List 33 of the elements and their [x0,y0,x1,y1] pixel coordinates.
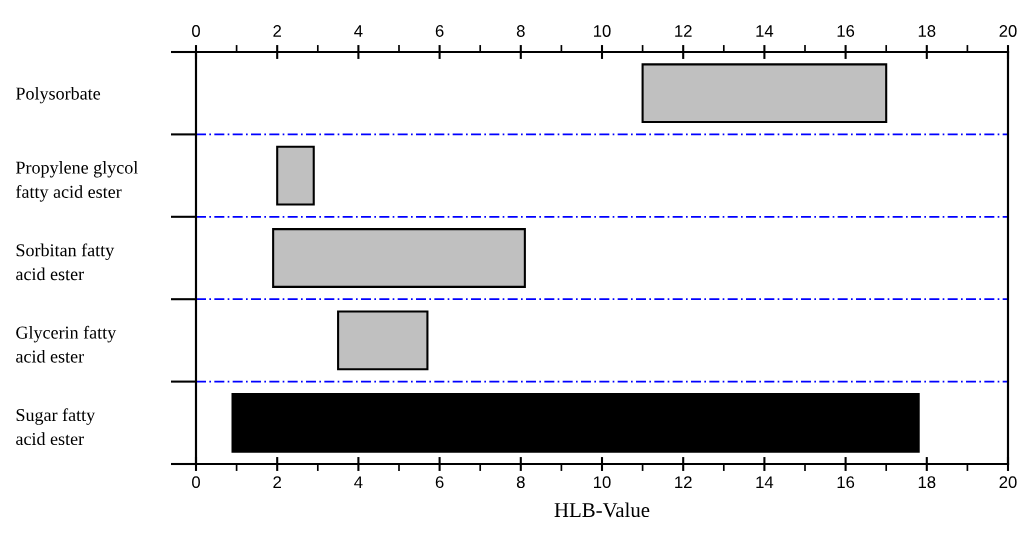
x2-tick-label: 0 [192,25,200,37]
x2-tick-label: 20 [999,25,1017,37]
x2-tick-label: 2 [273,25,281,37]
x2-tick-label: 8 [516,25,525,37]
x2-tick-label: 10 [594,25,611,37]
x2-tick-label: 14 [756,25,774,37]
x-tick-label: 20 [999,476,1017,489]
x-tick-label: 12 [675,476,692,488]
x2-tick-label: 4 [354,25,363,37]
bar [231,392,920,453]
x-tick-label: 16 [837,476,855,489]
x2-tick-label: 16 [837,25,855,37]
x-tick-label: 10 [594,476,611,489]
x-tick-label: 8 [516,476,525,489]
bar [641,63,888,124]
x-axis-title: HLB-Value [554,502,650,518]
y-tick-label: Polysorbate [15,86,101,104]
x-tick-label: 0 [192,476,200,489]
x-tick-label: 4 [354,476,363,488]
y-tick-label: Glycerin fatty acid ester [16,325,117,363]
x-tick-label: 2 [273,476,281,488]
bar [276,145,315,206]
x-tick-label: 18 [918,476,936,489]
x-tick-label: 6 [435,476,444,489]
x-tick-label: 14 [756,476,774,488]
y-tick-label: Propylene glycol fatty acid ester [15,161,138,202]
y-tick-label: Sugar fatty acid ester [16,408,96,446]
bar [272,228,526,288]
bar [337,310,429,371]
x2-tick-label: 18 [918,25,936,37]
x2-tick-label: 12 [675,25,692,37]
x2-tick-label: 6 [435,25,444,37]
y-tick-label: Sorbitan fatty acid ester [16,243,115,281]
